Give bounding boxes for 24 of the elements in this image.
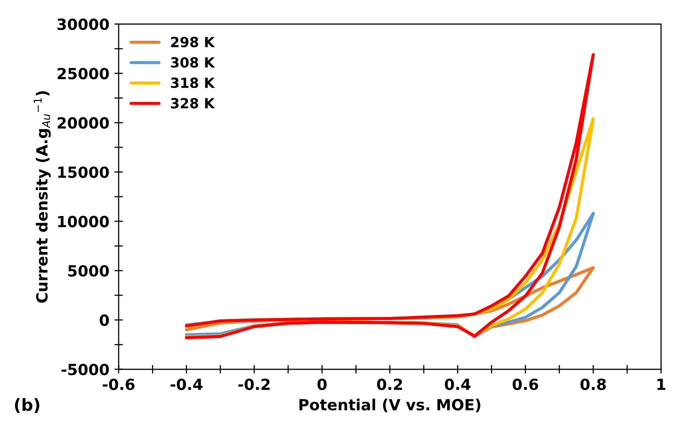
legend-label: 298 K (171, 36, 216, 48)
legend-label: 308 K (170, 57, 216, 68)
y-tick-label: 15000 (58, 166, 109, 178)
y-tick-label: -5000 (62, 364, 109, 376)
y-tick-label: 30000 (57, 18, 109, 30)
y-tick-label: 10000 (58, 216, 109, 228)
text: (b) (14, 398, 40, 413)
legend-label: 328 K (170, 98, 216, 108)
x-tick-label: -0.4 (170, 378, 202, 390)
x-tick-label: 1 (657, 378, 666, 390)
x-axis-title: Potential (V vs. MOE) (299, 398, 480, 412)
legend-label: 318 K (170, 78, 216, 88)
y-tick-label: 5000 (68, 265, 109, 277)
x-tick-label: -0.6 (102, 378, 135, 390)
y-tick-label: 25000 (58, 68, 109, 80)
y-tick-label: 0 (100, 314, 109, 326)
x-tick-label: 0.2 (377, 378, 402, 390)
x-tick-label: 0.6 (512, 378, 538, 390)
x-tick-label: -0.2 (238, 378, 270, 390)
y-tick-label: 20000 (58, 117, 109, 129)
x-tick-label: 0.4 (444, 378, 470, 390)
x-tick-label: 0.8 (580, 378, 606, 390)
x-tick-label: 0 (317, 378, 327, 390)
y-axis-title: Current density (A.g$_{Au}$$^{−1}$) (34, 91, 51, 303)
